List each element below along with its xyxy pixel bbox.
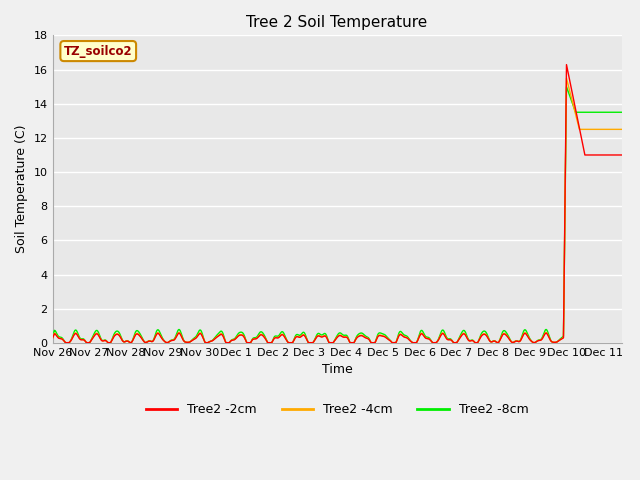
Title: Tree 2 Soil Temperature: Tree 2 Soil Temperature (246, 15, 428, 30)
X-axis label: Time: Time (322, 363, 353, 376)
Y-axis label: Soil Temperature (C): Soil Temperature (C) (15, 125, 28, 253)
Text: TZ_soilco2: TZ_soilco2 (64, 45, 132, 58)
Legend: Tree2 -2cm, Tree2 -4cm, Tree2 -8cm: Tree2 -2cm, Tree2 -4cm, Tree2 -8cm (141, 398, 533, 421)
